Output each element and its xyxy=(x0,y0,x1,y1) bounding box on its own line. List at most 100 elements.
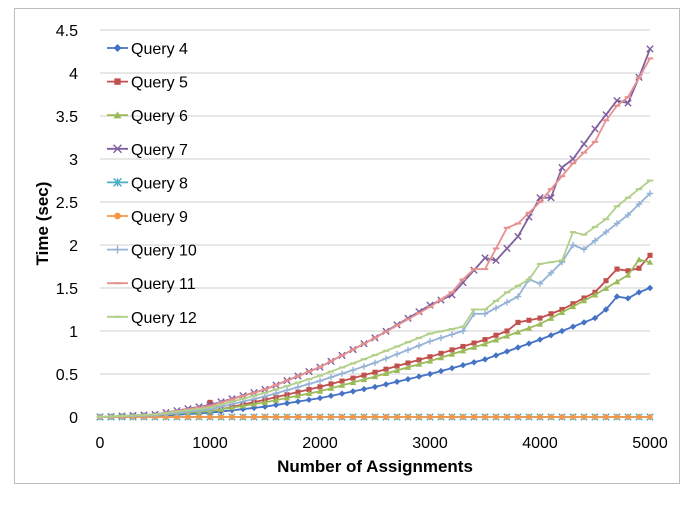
data-point xyxy=(371,359,379,367)
data-point xyxy=(261,393,269,400)
data-point xyxy=(360,363,368,370)
series-line xyxy=(99,192,651,418)
data-point xyxy=(350,414,356,420)
data-point xyxy=(503,244,511,253)
data-point xyxy=(393,351,401,358)
data-point xyxy=(415,360,423,367)
data-point xyxy=(262,414,268,420)
data-point xyxy=(470,359,478,366)
y-tick-label: 0 xyxy=(69,410,78,427)
series-query-9 xyxy=(97,414,653,420)
data-point xyxy=(492,336,500,343)
data-point xyxy=(481,310,489,317)
data-point xyxy=(305,380,313,388)
data-point xyxy=(569,323,577,330)
data-point xyxy=(448,364,456,372)
data-point xyxy=(624,99,632,107)
data-point xyxy=(624,271,632,278)
data-point xyxy=(218,414,224,420)
data-point xyxy=(349,388,357,395)
data-point xyxy=(515,414,521,420)
data-point xyxy=(646,284,654,292)
legend-label: Query 5 xyxy=(131,75,188,92)
x-axis-title: Number of Assignments xyxy=(277,457,473,476)
legend-label: Query 12 xyxy=(131,310,197,327)
data-point xyxy=(361,414,367,420)
data-point xyxy=(295,414,301,420)
data-point xyxy=(625,414,631,420)
data-point xyxy=(339,378,345,384)
data-point xyxy=(113,177,122,187)
data-point xyxy=(404,364,412,370)
data-point xyxy=(426,338,434,345)
data-point xyxy=(295,389,301,395)
legend-item: Query 12 xyxy=(107,310,197,327)
y-tick-label: 2.5 xyxy=(56,195,78,212)
data-point xyxy=(261,403,269,410)
data-point xyxy=(448,331,456,338)
data-point xyxy=(525,340,533,347)
data-point xyxy=(646,45,654,53)
data-point xyxy=(350,375,356,381)
data-point xyxy=(185,414,191,420)
data-point xyxy=(603,278,609,284)
data-point xyxy=(250,400,258,407)
data-point xyxy=(526,317,532,323)
data-point xyxy=(393,378,401,385)
data-point xyxy=(449,414,455,420)
data-point xyxy=(504,414,510,420)
data-point xyxy=(317,414,323,420)
data-point xyxy=(602,228,610,236)
data-point xyxy=(492,352,500,359)
data-point xyxy=(284,392,290,398)
data-point xyxy=(360,385,368,393)
data-point xyxy=(339,414,345,420)
data-point xyxy=(283,400,291,407)
data-point xyxy=(503,332,511,339)
data-point xyxy=(317,384,323,390)
data-point xyxy=(316,388,324,394)
y-tick-label: 0.5 xyxy=(56,367,78,384)
data-point xyxy=(613,96,621,105)
series-query-10 xyxy=(96,190,654,421)
data-point xyxy=(481,254,489,262)
data-point xyxy=(514,232,522,241)
y-tick-labels: 0 0.5 1 1.5 2 2.5 3 3.5 4 4.5 xyxy=(56,23,78,427)
data-point xyxy=(580,297,588,304)
data-point xyxy=(613,293,621,300)
data-point xyxy=(113,245,122,254)
data-point xyxy=(294,398,302,405)
data-point xyxy=(625,268,631,274)
data-point xyxy=(492,304,500,312)
data-point xyxy=(614,414,620,420)
data-point xyxy=(338,370,346,377)
data-point xyxy=(482,337,488,343)
data-point xyxy=(306,386,312,393)
data-point xyxy=(393,367,401,373)
x-tick-label: 4000 xyxy=(522,435,558,452)
data-point xyxy=(405,360,411,366)
data-point xyxy=(416,414,422,420)
data-point xyxy=(327,392,335,400)
data-point xyxy=(360,376,368,383)
data-point xyxy=(114,212,121,220)
data-point xyxy=(636,265,642,271)
data-point xyxy=(316,394,324,402)
legend-item: Query 7 xyxy=(107,142,188,159)
data-point xyxy=(415,342,423,349)
data-point xyxy=(349,366,357,374)
data-point xyxy=(559,414,565,420)
data-point xyxy=(459,362,467,369)
data-point xyxy=(526,414,532,420)
data-point xyxy=(647,414,653,420)
y-tick-label: 2 xyxy=(69,238,78,255)
x-tick-label: 2000 xyxy=(302,435,338,452)
data-point xyxy=(383,366,389,372)
data-point xyxy=(547,315,555,321)
data-point xyxy=(602,285,610,291)
data-point xyxy=(460,414,466,420)
data-point xyxy=(404,346,412,354)
data-point xyxy=(547,269,555,277)
data-point xyxy=(426,357,434,364)
data-point xyxy=(283,386,291,394)
